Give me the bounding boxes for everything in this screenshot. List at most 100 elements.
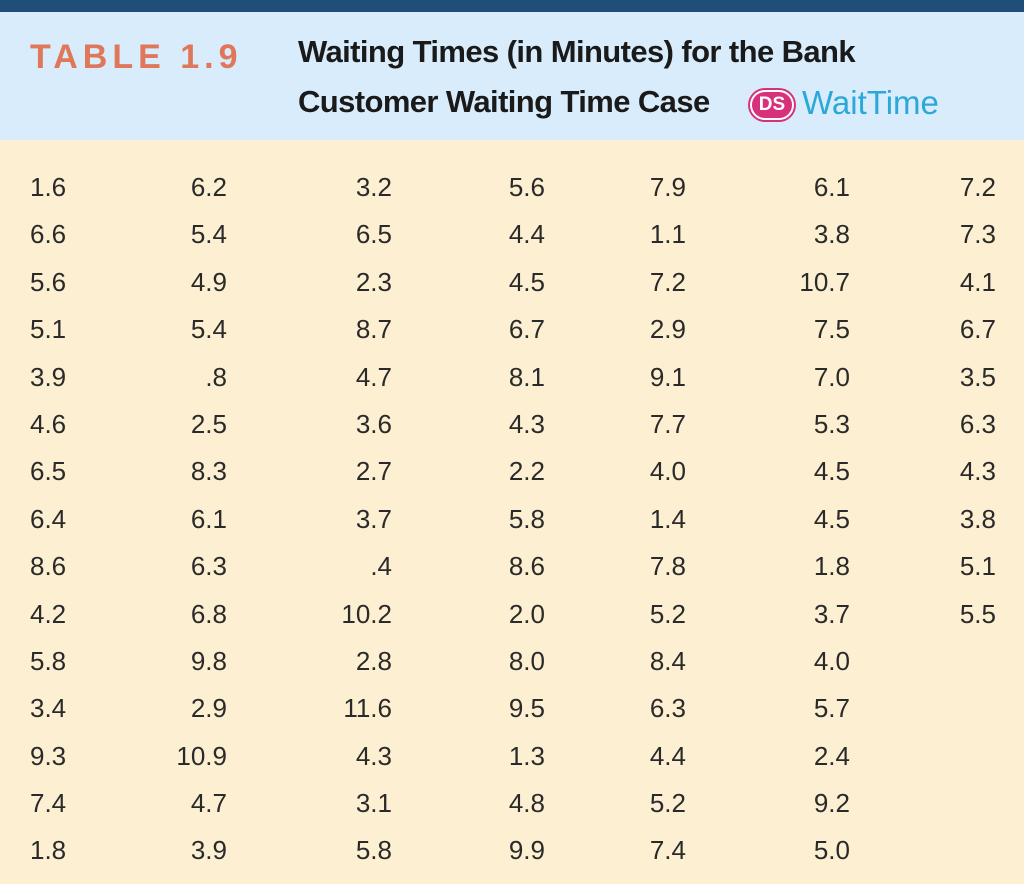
data-cell: 7.4	[649, 835, 686, 866]
data-cell: 7.4	[30, 788, 67, 819]
data-cell: 8.6	[30, 551, 67, 582]
data-cell: 6.6	[30, 219, 67, 250]
data-cell: 2.9	[649, 314, 686, 345]
data-cell: 3.9	[190, 835, 227, 866]
data-cell: 6.2	[190, 172, 227, 202]
data-cell: 4.5	[813, 503, 850, 534]
data-cell: 3.7	[355, 503, 392, 534]
data-cell: 4.7	[190, 788, 227, 819]
data-cell: 8.7	[355, 314, 392, 345]
data-column-6: 6.1 3.8 10.7 7.5 7.0 5.3 4.5 4.5 1.8 3.7 4.0 5.7 2.4…	[760, 164, 850, 875]
data-cell: 8.0	[508, 645, 545, 676]
data-cell: 3.1	[355, 788, 392, 819]
data-cell: 4.5	[813, 456, 850, 487]
data-cell: 5.8	[30, 645, 67, 676]
data-cell: 2.4	[813, 740, 850, 771]
data-cell: 2.9	[190, 693, 227, 724]
data-cell: 3.7	[813, 598, 850, 629]
data-cell: 3.8	[959, 503, 996, 534]
data-cell: 10.9	[176, 740, 227, 771]
data-cell: 10.2	[341, 598, 392, 629]
data-cell: 2.8	[355, 645, 392, 676]
table-body	[0, 140, 1024, 884]
data-cell: 4.0	[813, 645, 850, 676]
data-cell: 1.8	[30, 835, 67, 866]
data-cell: 2.0	[508, 598, 545, 629]
data-cell: 2.3	[355, 266, 392, 297]
data-cell: 6.5	[30, 456, 67, 487]
data-cell: 9.3	[30, 740, 67, 771]
data-cell: 7.8	[649, 551, 686, 582]
data-cell: 3.9	[30, 361, 67, 392]
data-column-7: 7.2 7.3 4.1 6.7 3.5 6.3 4.3 3.8 5.1 5.5	[906, 164, 996, 638]
data-cell: 4.1	[959, 266, 996, 297]
data-cell: 4.8	[508, 788, 545, 819]
data-cell: 4.7	[355, 361, 392, 392]
data-cell: 5.4	[190, 314, 227, 345]
ds-badge-icon: DS	[750, 90, 794, 120]
data-cell: 4.9	[190, 266, 227, 297]
data-cell: 3.6	[355, 408, 392, 439]
data-cell: 6.3	[190, 551, 227, 582]
data-cell: 5.6	[508, 172, 545, 202]
data-cell: 8.3	[190, 456, 227, 487]
data-cell: 3.5	[959, 361, 996, 392]
data-cell: 6.7	[959, 314, 996, 345]
data-cell: 8.1	[508, 361, 545, 392]
data-column-1: 1.6 6.6 5.6 5.1 3.9 4.6 6.5 6.4 8.6 4.2 5.8 3.4 9.3 7…	[30, 164, 120, 875]
table-title-line1: Waiting Times (in Minutes) for the Bank	[298, 34, 856, 69]
data-cell: 7.3	[959, 219, 996, 250]
data-cell: 1.3	[508, 740, 545, 771]
data-cell: 5.8	[508, 503, 545, 534]
data-cell: 4.3	[355, 740, 392, 771]
data-cell: 5.1	[30, 314, 67, 345]
data-cell: 2.2	[508, 456, 545, 487]
data-cell: 6.1	[813, 172, 850, 202]
data-cell: 5.5	[959, 598, 996, 629]
data-cell: 2.5	[190, 408, 227, 439]
data-cell: 5.4	[190, 219, 227, 250]
data-column-3: 3.2 6.5 2.3 8.7 4.7 3.6 2.7 3.7 .4 10.2 2.8 11.6 4.3…	[302, 164, 392, 875]
data-cell: 9.2	[813, 788, 850, 819]
data-cell: 6.3	[959, 408, 996, 439]
data-cell: 3.4	[30, 693, 67, 724]
data-cell: 4.3	[508, 408, 545, 439]
table-title-line2: Customer Waiting Time Case	[298, 84, 710, 119]
data-cell: 5.0	[813, 835, 850, 866]
data-cell: 7.0	[813, 361, 850, 392]
data-cell: 11.6	[343, 693, 392, 724]
data-column-2: 6.2 5.4 4.9 5.4 .8 2.5 8.3 6.1 6.3 6.8 9.8 2.9 10.9 4…	[137, 164, 227, 875]
data-cell: 4.3	[959, 456, 996, 487]
data-cell: 5.8	[355, 835, 392, 866]
top-bar	[0, 0, 1024, 12]
data-cell: 6.5	[355, 219, 392, 250]
table-header: TABLE 1.9 Waiting Times (in Minutes) for…	[0, 12, 1024, 140]
data-cell: 4.4	[649, 740, 686, 771]
data-cell: 6.8	[190, 598, 227, 629]
data-cell: 7.7	[649, 408, 686, 439]
data-cell: 3.8	[813, 219, 850, 250]
data-cell: 1.8	[813, 551, 850, 582]
data-cell: 6.4	[30, 503, 67, 534]
dataset-name: WaitTime	[802, 84, 939, 121]
data-cell: 7.2	[649, 266, 686, 297]
data-cell: 1.6	[30, 172, 67, 202]
data-cell: .4	[370, 551, 392, 582]
data-cell: 5.2	[649, 788, 686, 819]
data-cell: 5.1	[959, 551, 996, 582]
data-cell: 6.1	[190, 503, 227, 534]
data-cell: 2.7	[355, 456, 392, 487]
data-cell: 6.7	[508, 314, 545, 345]
data-cell: 4.5	[508, 266, 545, 297]
data-cell: .8	[205, 361, 227, 392]
data-cell: 5.3	[813, 408, 850, 439]
data-cell: 6.3	[649, 693, 686, 724]
data-cell: 4.6	[30, 408, 67, 439]
data-cell: 9.5	[508, 693, 545, 724]
data-cell: 4.2	[30, 598, 67, 629]
data-cell: 7.5	[813, 314, 850, 345]
data-cell: 7.9	[649, 172, 686, 202]
data-cell: 8.4	[649, 645, 686, 676]
data-cell: 5.7	[813, 693, 850, 724]
